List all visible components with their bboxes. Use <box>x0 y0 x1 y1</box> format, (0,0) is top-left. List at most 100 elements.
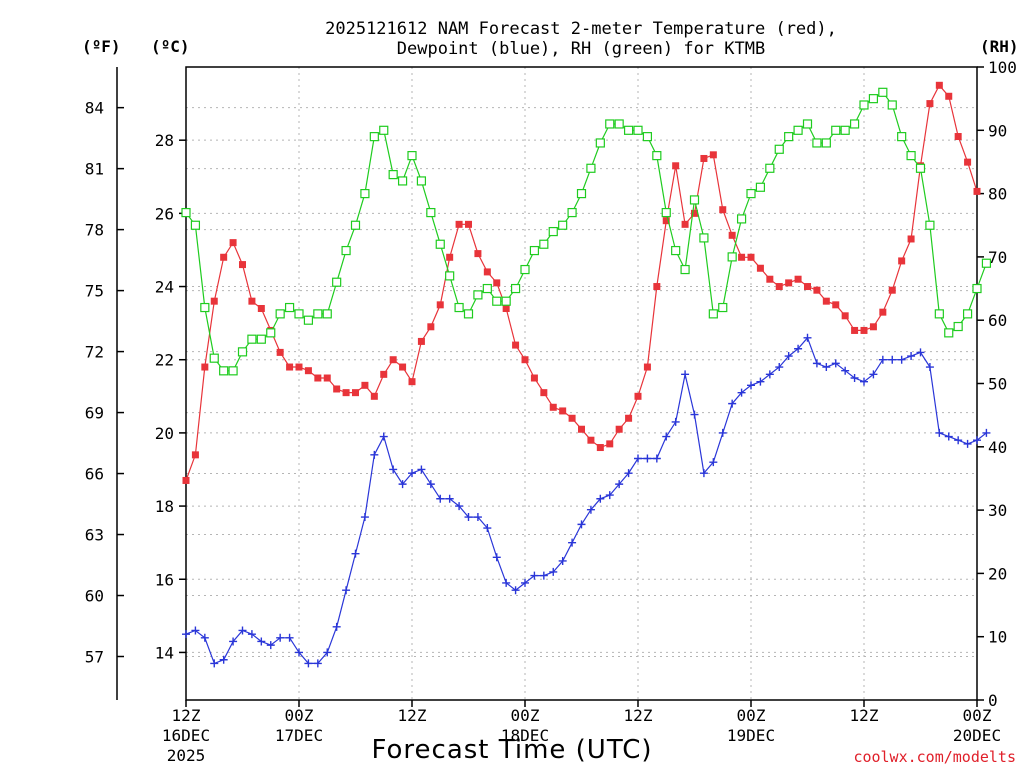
data-point <box>662 217 670 225</box>
series-line <box>185 84 978 481</box>
data-point <box>756 264 764 272</box>
series-dewpoint <box>182 333 991 668</box>
data-point <box>304 367 312 375</box>
data-point <box>954 133 962 141</box>
data-point <box>736 214 747 224</box>
data-point <box>191 626 200 635</box>
data-point <box>435 239 445 249</box>
data-point <box>681 220 689 228</box>
data-point <box>482 283 492 294</box>
x-tick-label-date: 16DEC <box>162 726 210 745</box>
data-point <box>454 302 464 313</box>
data-point <box>332 277 342 287</box>
x-tick-label-time: 12Z <box>172 706 201 725</box>
celsius-tick-label: 24 <box>155 278 174 297</box>
data-point <box>342 586 351 595</box>
data-point <box>369 132 379 142</box>
x-tick-label-time: 12Z <box>398 706 427 725</box>
data-point <box>473 513 482 522</box>
data-point <box>671 417 680 426</box>
data-point <box>595 138 605 148</box>
data-point <box>634 454 642 463</box>
data-point <box>728 231 736 239</box>
data-point <box>822 363 831 372</box>
data-point <box>182 476 190 484</box>
data-point <box>596 444 604 452</box>
data-point <box>596 494 605 503</box>
data-point <box>247 334 257 344</box>
data-point <box>945 92 953 100</box>
data-point <box>209 353 219 363</box>
data-point <box>653 283 661 291</box>
x-tick-label-date: 18DEC <box>501 726 549 745</box>
data-point <box>981 258 992 268</box>
data-point <box>953 321 963 332</box>
data-point <box>407 151 417 161</box>
data-point <box>944 328 954 338</box>
x-tick-label-time: 00Z <box>285 706 314 725</box>
data-point <box>578 425 585 433</box>
data-point <box>313 309 323 319</box>
fahrenheit-tick-label: 66 <box>85 465 104 484</box>
data-point <box>303 315 314 325</box>
data-series <box>181 81 992 668</box>
data-point <box>501 296 511 306</box>
data-point <box>737 388 746 397</box>
data-point <box>446 253 454 261</box>
data-point <box>840 125 850 135</box>
data-point <box>229 239 237 247</box>
data-point <box>502 578 511 587</box>
fahrenheit-tick-label: 75 <box>85 282 104 301</box>
data-point <box>220 253 228 261</box>
data-point <box>380 370 388 378</box>
data-point <box>851 326 859 334</box>
data-point <box>671 245 681 256</box>
data-point <box>831 125 841 135</box>
data-point <box>784 132 794 142</box>
x-tick-label-time: 00Z <box>963 706 992 725</box>
fahrenheit-tick-label: 78 <box>85 221 104 240</box>
data-point <box>379 125 389 135</box>
data-point <box>465 220 472 228</box>
chart-title: 2025121612 NAM Forecast 2-meter Temperat… <box>325 19 837 39</box>
data-point <box>973 187 981 195</box>
data-point <box>860 377 868 386</box>
data-point <box>388 170 398 180</box>
data-point <box>963 439 972 448</box>
data-point <box>200 302 210 313</box>
data-point <box>473 290 483 300</box>
data-point <box>483 524 492 533</box>
data-point <box>672 162 680 170</box>
data-point <box>342 389 350 397</box>
data-point <box>766 275 774 283</box>
data-point <box>850 374 859 383</box>
data-point <box>341 245 351 256</box>
data-point <box>323 648 332 657</box>
data-point <box>821 138 831 148</box>
data-point <box>586 163 596 173</box>
credit-text: coolwx.com/modelts <box>853 748 1016 766</box>
data-point <box>888 286 896 294</box>
data-point <box>747 381 755 390</box>
data-point <box>625 414 633 422</box>
data-point <box>416 176 427 186</box>
data-point <box>812 359 821 368</box>
data-point <box>785 279 793 287</box>
data-point <box>445 494 454 503</box>
data-point <box>794 275 802 283</box>
data-point <box>510 283 521 294</box>
x-tick-label-date: 17DEC <box>275 726 323 745</box>
data-point <box>219 655 228 664</box>
celsius-tick-label: 18 <box>155 497 174 516</box>
data-point <box>689 195 700 205</box>
data-point <box>200 633 209 642</box>
gridlines <box>186 67 977 700</box>
data-point <box>182 630 190 639</box>
data-point <box>661 207 671 218</box>
data-point <box>803 333 812 342</box>
data-point <box>389 465 398 474</box>
data-point <box>549 403 557 411</box>
x-axis-label: Forecast Time (UTC) <box>371 735 652 765</box>
data-point <box>907 352 916 361</box>
